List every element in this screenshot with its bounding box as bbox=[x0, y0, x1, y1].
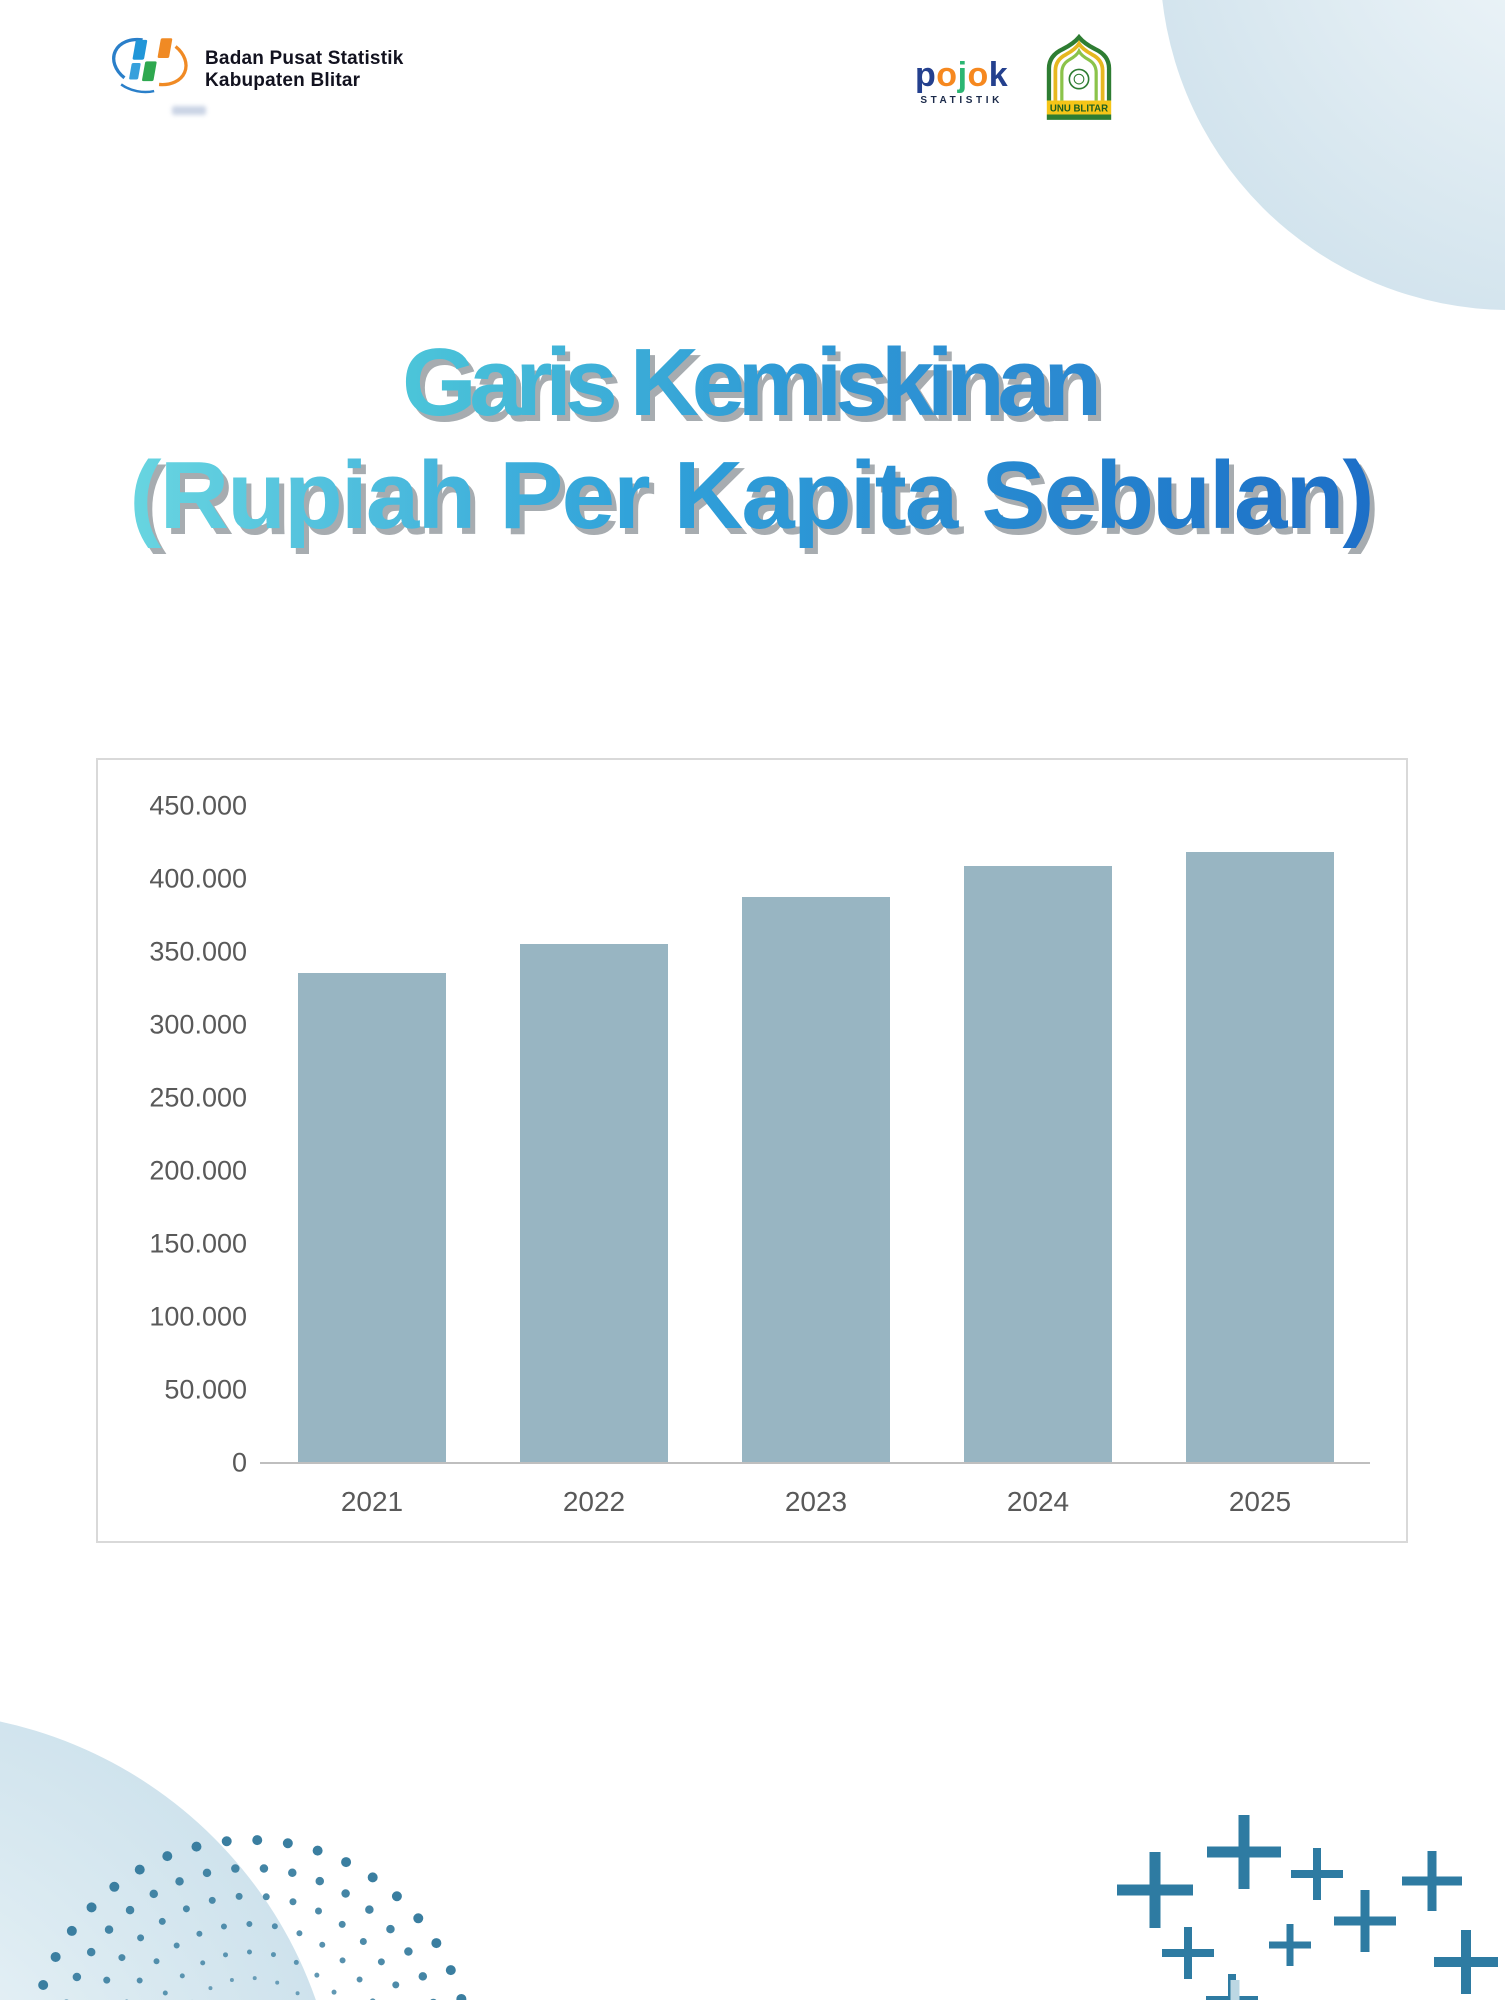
y-tick-label: 200.000 bbox=[149, 1155, 247, 1186]
unu-blitar-logo: UNU BLITAR bbox=[1046, 34, 1112, 120]
pojok-letter: o bbox=[936, 56, 958, 94]
pojok-letter: p bbox=[915, 56, 937, 94]
header: Badan Pusat Statistik Kabupaten Blitar p… bbox=[0, 0, 1505, 140]
y-tick-label: 50.000 bbox=[164, 1374, 247, 1405]
org-name-line1: Badan Pusat Statistik bbox=[205, 48, 404, 69]
dotted-rings-decoration bbox=[33, 1835, 467, 2000]
title-line2-shadow: (Rupiah Per Kapita Sebulan) bbox=[135, 448, 1380, 555]
x-tick-label-2021: 2021 bbox=[340, 1486, 404, 1517]
y-tick-label: 0 bbox=[231, 1447, 247, 1478]
pojok-statistik-logo: pojok STATISTIK bbox=[915, 58, 1008, 106]
bar-2025 bbox=[1186, 852, 1334, 1462]
bar-2021 bbox=[298, 973, 446, 1462]
y-tick-label: 150.000 bbox=[149, 1228, 247, 1259]
plot-area bbox=[260, 760, 1370, 1463]
pojok-wordmark: pojok bbox=[915, 58, 1008, 92]
org-name-line2: Kabupaten Blitar bbox=[205, 69, 361, 91]
pojok-letter: k bbox=[988, 56, 1009, 94]
pojok-subtitle: STATISTIK bbox=[920, 95, 1003, 106]
plus-decorations bbox=[1117, 1815, 1498, 2000]
page-title: Garis Kemiskinan Garis Kemiskinan (Rupia… bbox=[130, 329, 1380, 555]
y-tick-label: 350.000 bbox=[149, 936, 247, 967]
x-tick-label-2022: 2022 bbox=[562, 1486, 626, 1517]
x-tick-label-2023: 2023 bbox=[784, 1486, 848, 1517]
title-line2: (Rupiah Per Kapita Sebulan) bbox=[130, 442, 1375, 549]
bar-2022 bbox=[520, 944, 668, 1462]
x-tick-label-2025: 2025 bbox=[1228, 1486, 1292, 1517]
title-line1-shadow: Garis Kemiskinan bbox=[407, 335, 1107, 442]
pojok-letter: o bbox=[967, 56, 989, 94]
y-tick-label: 300.000 bbox=[149, 1009, 247, 1040]
faint-watermark bbox=[172, 106, 206, 115]
poverty-line-chart: 450.000 400.000 350.000 300.000 250.000 200.0… bbox=[96, 758, 1408, 1543]
y-tick-label: 450.000 bbox=[149, 790, 247, 821]
bps-logo bbox=[112, 37, 188, 94]
y-tick-label: 250.000 bbox=[149, 1082, 247, 1113]
pojok-letter: j bbox=[957, 56, 968, 94]
x-tick-label-2024: 2024 bbox=[1006, 1486, 1070, 1517]
y-tick-label: 100.000 bbox=[149, 1301, 247, 1332]
x-axis-line bbox=[260, 1462, 1370, 1464]
org-name: Badan Pusat Statistik Kabupaten Blitar bbox=[205, 48, 403, 91]
y-tick-label: 400.000 bbox=[149, 863, 247, 894]
bar-2024 bbox=[964, 866, 1112, 1462]
bar-2023 bbox=[742, 897, 890, 1462]
title-line1: Garis Kemiskinan bbox=[402, 329, 1102, 436]
unu-blitar-label: UNU BLITAR bbox=[1050, 103, 1108, 114]
